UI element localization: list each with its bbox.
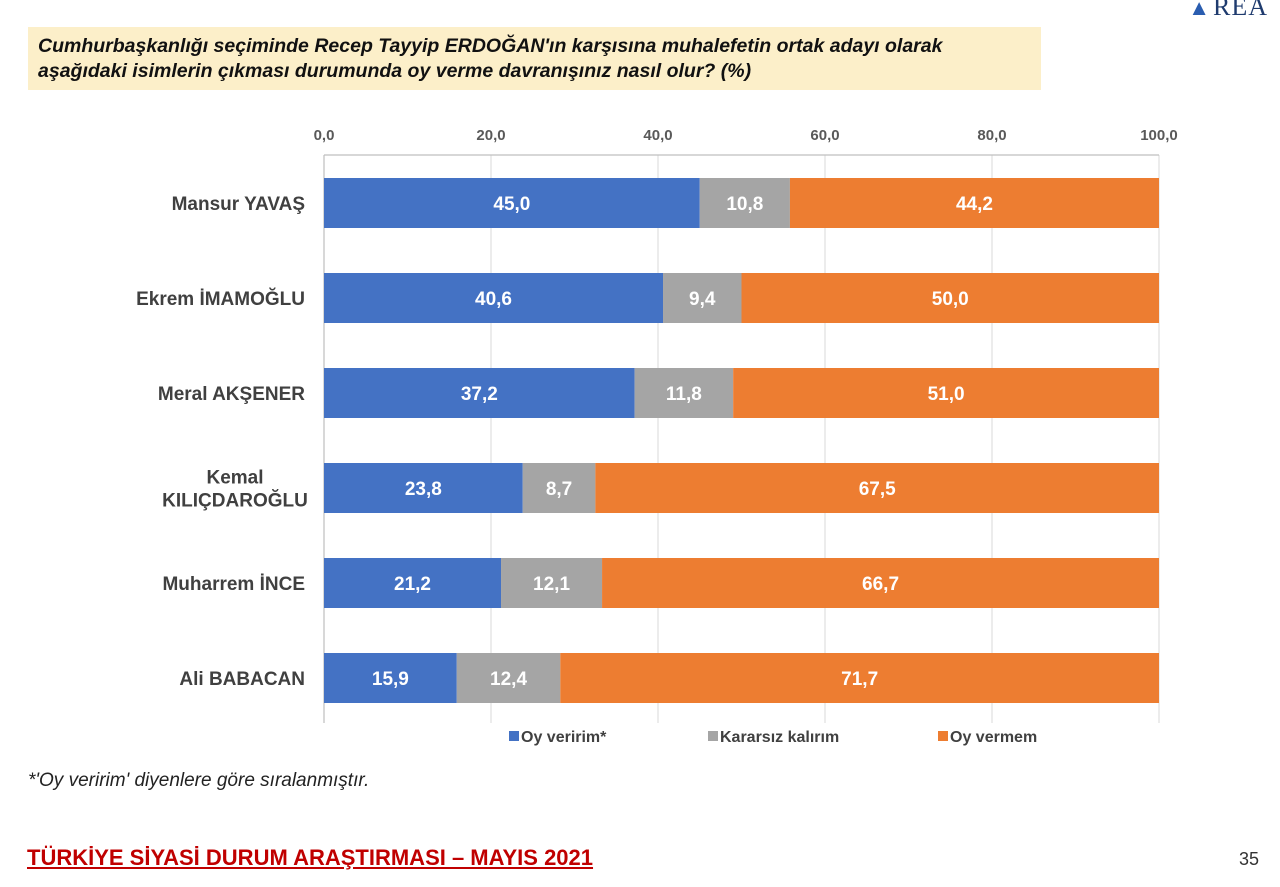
bar-segment	[501, 558, 603, 608]
page-number: 35	[1238, 849, 1259, 869]
bar-segment	[324, 463, 523, 513]
data-label: 71,7	[841, 669, 878, 690]
legend-label: Oy veririm*	[521, 729, 607, 746]
data-label: 66,7	[862, 574, 899, 595]
x-tick-label: 60,0	[810, 127, 839, 144]
data-label: 50,0	[932, 289, 969, 310]
bar-segment	[324, 178, 700, 228]
x-tick-label: 80,0	[977, 127, 1006, 144]
data-label: 12,4	[490, 669, 527, 690]
category-label: Muharrem İNCE	[162, 574, 305, 595]
data-label: 11,8	[666, 384, 702, 405]
data-label: 12,1	[533, 574, 570, 595]
footnote: *'Oy veririm' diyenlere göre sıralanmışt…	[28, 770, 370, 791]
legend-label: Kararsız kalırım	[720, 729, 839, 746]
bar-segment	[324, 558, 502, 608]
bar-segment	[560, 653, 1159, 703]
data-label: 45,0	[493, 194, 530, 215]
category-label: Ali BABACAN	[179, 669, 305, 690]
bar-segment	[522, 463, 596, 513]
data-label: 51,0	[928, 384, 965, 405]
legend-swatch	[509, 731, 519, 741]
logo-text: REA	[1213, 0, 1268, 21]
legend-swatch	[938, 731, 948, 741]
question-text: Cumhurbaşkanlığı seçiminde Recep Tayyip …	[38, 35, 943, 82]
bar-segment	[595, 463, 1159, 513]
legend-label: Oy vermem	[950, 729, 1037, 746]
area-logo: ▲REA	[1188, 0, 1268, 22]
legend-swatch	[708, 731, 718, 741]
data-label: 40,6	[475, 289, 512, 310]
data-label: 10,8	[726, 194, 763, 215]
data-label: 44,2	[956, 194, 993, 215]
data-label: 15,9	[372, 669, 409, 690]
data-label: 21,2	[394, 574, 431, 595]
data-label: 23,8	[405, 479, 442, 500]
x-tick-label: 0,0	[314, 127, 335, 144]
x-tick-label: 100,0	[1140, 127, 1178, 144]
bar-segment	[324, 653, 457, 703]
bar-segment	[789, 178, 1159, 228]
x-tick-label: 40,0	[643, 127, 672, 144]
bar-segment	[699, 178, 790, 228]
bar-segment	[663, 273, 742, 323]
area-logo-mark-icon: ▲	[1188, 0, 1211, 20]
data-label: 8,7	[546, 479, 572, 500]
data-label: 9,4	[689, 289, 716, 310]
stacked-bar-chart: 0,0 20,0 40,0 60,0 80,0 100,0 Mansur YAVAŞ 45,0…	[136, 127, 1178, 746]
x-tick-label: 20,0	[476, 127, 505, 144]
question-box: Cumhurbaşkanlığı seçiminde Recep Tayyip …	[28, 27, 1041, 90]
bar-segment	[733, 368, 1159, 418]
bar-segment	[602, 558, 1159, 608]
category-label: KILIÇDAROĞLU	[162, 490, 308, 512]
footer-title: TÜRKİYE SİYASİ DURUM ARAŞTIRMASI – MAYIS…	[27, 845, 594, 870]
bar-segment	[741, 273, 1159, 323]
category-label: Ekrem İMAMOĞLU	[136, 288, 305, 310]
bar-segment	[324, 273, 664, 323]
category-label: Mansur YAVAŞ	[172, 194, 305, 215]
bar-segment	[634, 368, 734, 418]
category-label: Kemal	[206, 468, 263, 489]
category-label: Meral AKŞENER	[158, 384, 305, 405]
data-label: 67,5	[859, 479, 896, 500]
data-label: 37,2	[461, 384, 498, 405]
bar-segment	[324, 368, 635, 418]
bar-segment	[456, 653, 561, 703]
